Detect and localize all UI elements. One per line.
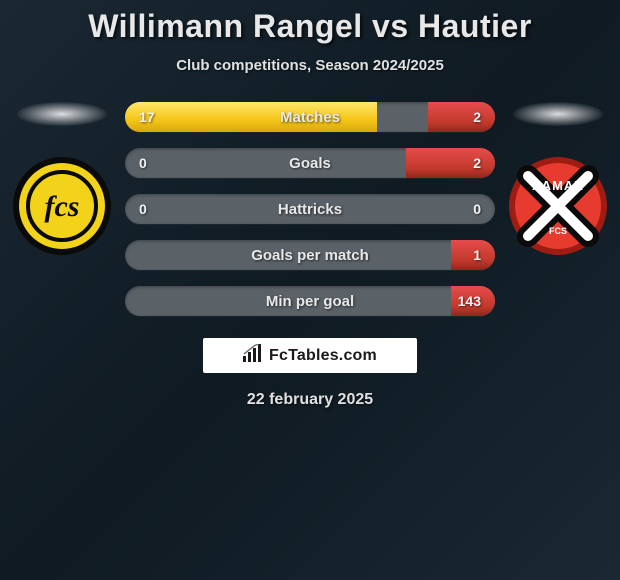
stat-label: Hattricks [125,194,495,224]
stat-value-left: 0 [125,148,161,178]
stat-value-left [125,240,153,270]
stat-label: Min per goal [125,286,495,316]
right-team-block: XAMAX FCS [508,102,608,256]
stat-row: 1Goals per match [125,240,495,270]
stat-value-right: 2 [459,148,495,178]
halo-icon [17,102,107,126]
stat-value-left: 0 [125,194,161,224]
stat-row: 143Min per goal [125,286,495,316]
stat-value-left [125,286,153,316]
stat-row: 0 0Hattricks [125,194,495,224]
subtitle: Club competitions, Season 2024/2025 [0,57,620,74]
main-area: fcs XAMAX FCS 172Matches02Goals00Hattric… [0,102,620,409]
brand-badge[interactable]: FcTables.com [203,338,417,373]
left-team-block: fcs [12,102,112,256]
stat-row: 02Goals [125,148,495,178]
fc-schaffhausen-icon: fcs [12,156,112,256]
brand-label: FcTables.com [269,347,377,365]
stat-value-left: 17 [125,102,169,132]
stat-value-right: 0 [459,194,495,224]
chart-icon [243,344,265,367]
halo-icon [513,102,603,126]
page-title: Willimann Rangel vs Hautier [0,8,620,45]
stat-label: Goals per match [125,240,495,270]
comparison-card: Willimann Rangel vs Hautier Club competi… [0,0,620,409]
xamax-icon: XAMAX FCS [508,156,608,256]
stat-value-right: 1 [459,240,495,270]
stat-row: 172Matches [125,102,495,132]
stat-value-right: 143 [444,286,495,316]
date-label: 22 february 2025 [0,391,620,409]
svg-text:XAMAX: XAMAX [532,178,584,193]
stat-value-right: 2 [459,102,495,132]
svg-text:FCS: FCS [549,226,567,236]
svg-text:fcs: fcs [45,190,80,223]
stats-list: 172Matches02Goals00Hattricks1Goals per m… [125,102,495,316]
